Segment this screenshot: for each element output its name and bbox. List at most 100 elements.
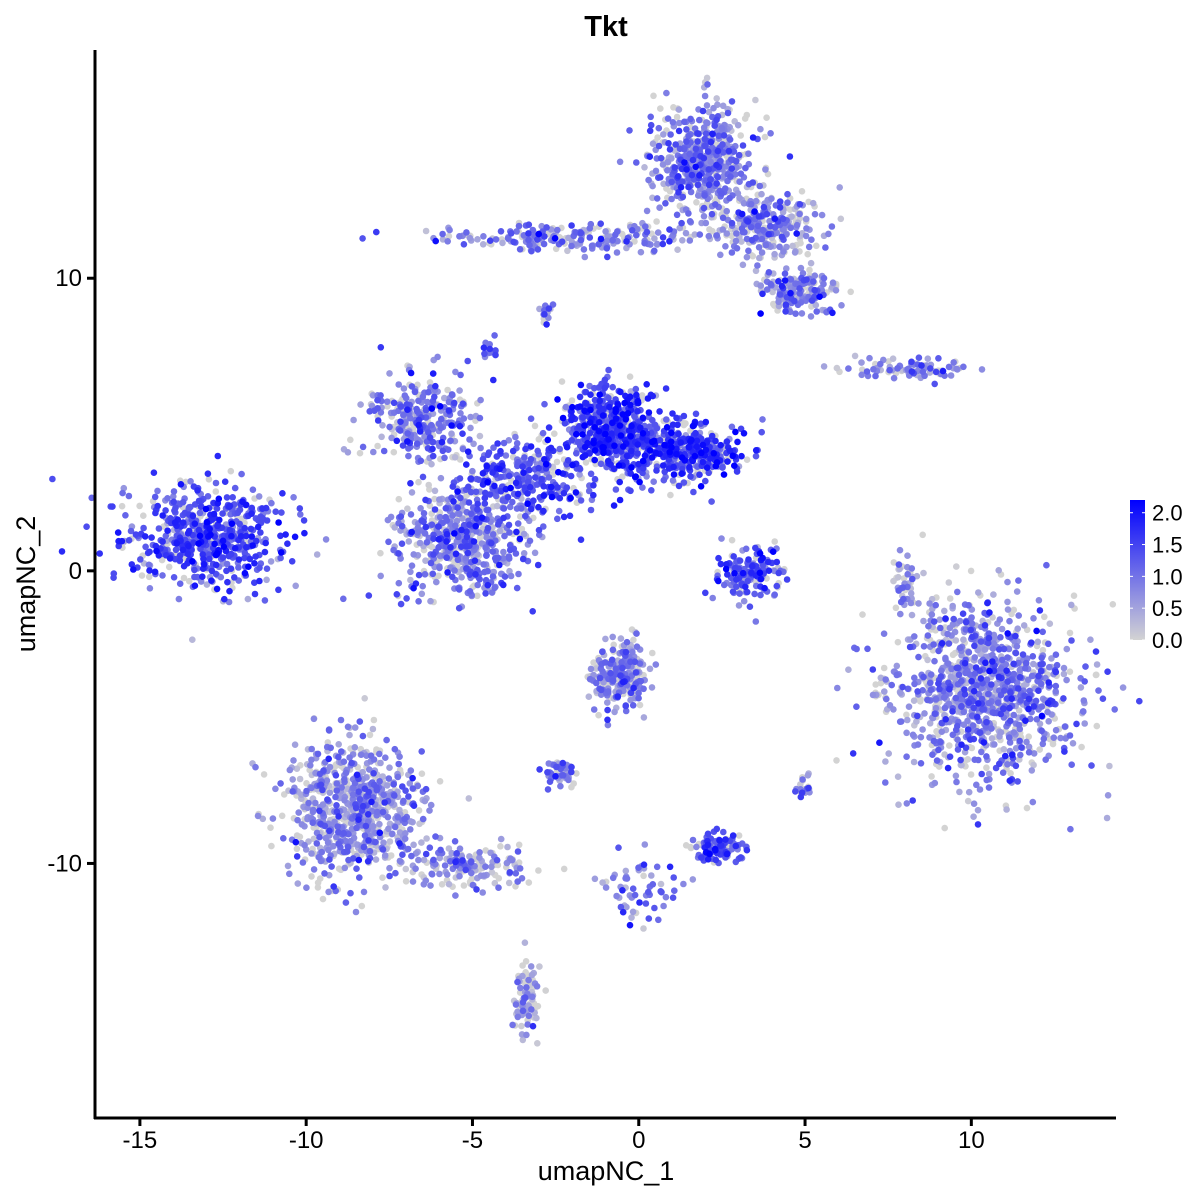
cell-point (518, 1022, 525, 1030)
cell-point (978, 366, 986, 373)
cell-point (880, 664, 888, 672)
cell-point (965, 788, 973, 796)
cell-point (649, 194, 656, 202)
cell-point (758, 235, 766, 243)
cell-point (648, 872, 655, 879)
cell-point (771, 250, 778, 258)
cell-point (952, 637, 960, 644)
cell-point (521, 454, 528, 461)
cell-point (138, 572, 146, 579)
cell-point (1039, 646, 1047, 654)
cell-point (436, 496, 443, 503)
cell-point (504, 843, 511, 851)
cell-point (689, 876, 697, 883)
cell-point (949, 602, 956, 610)
cell-point (212, 488, 220, 495)
cell-point (836, 184, 843, 191)
cell-point (669, 477, 677, 484)
cell-point (825, 230, 832, 238)
cell-point (758, 190, 765, 198)
cell-point (1020, 622, 1028, 629)
cell-point (745, 150, 752, 157)
cell-point (883, 695, 890, 703)
cell-point (379, 874, 386, 881)
cell-point (754, 222, 762, 230)
cell-point (1015, 577, 1022, 584)
cell-point (357, 401, 364, 408)
cell-point (515, 222, 523, 230)
cell-point (404, 430, 412, 437)
cell-point (895, 573, 902, 581)
cell-point (512, 1001, 520, 1008)
cell-point (140, 512, 147, 519)
cell-point (728, 536, 736, 544)
cell-point (637, 248, 645, 256)
cell-point (889, 355, 897, 363)
cell-point (541, 400, 548, 408)
cell-point (626, 127, 633, 134)
cell-point (434, 353, 441, 361)
cell-point (480, 872, 488, 879)
cell-point (408, 852, 415, 860)
cell-point (492, 236, 500, 243)
cell-point (535, 867, 542, 874)
cell-point (517, 513, 524, 520)
cell-point (437, 424, 445, 432)
cell-point (920, 643, 928, 650)
cell-point (1063, 645, 1071, 653)
cell-point (377, 549, 384, 557)
cell-point (991, 741, 998, 748)
cell-point (395, 495, 403, 503)
cell-point (307, 762, 314, 769)
cell-point (327, 744, 335, 752)
cell-point (564, 247, 571, 255)
cell-point (1036, 746, 1043, 753)
cell-point (663, 89, 670, 97)
cell-point (657, 880, 665, 888)
cell-point (655, 124, 663, 132)
cell-point (488, 869, 496, 876)
cell-point (460, 415, 468, 422)
cell-point (652, 167, 660, 175)
cell-point (687, 115, 694, 123)
cell-point (920, 569, 927, 577)
cell-point (438, 415, 445, 423)
cell-point (1038, 680, 1045, 688)
cell-point (623, 903, 630, 911)
cell-point (420, 856, 428, 864)
cell-point (971, 654, 979, 661)
cell-point (491, 584, 498, 592)
cell-point (452, 522, 459, 529)
cell-point (808, 236, 815, 243)
cell-point (314, 884, 322, 891)
cell-point (919, 531, 926, 539)
cell-point (350, 416, 357, 424)
cell-point (755, 244, 763, 251)
cell-point (439, 230, 446, 238)
cell-point (489, 531, 497, 538)
cell-point (496, 527, 504, 535)
cell-point (526, 537, 534, 545)
cell-point (791, 249, 799, 256)
cell-point (289, 776, 297, 783)
cell-point (560, 865, 568, 873)
cell-point (1060, 670, 1068, 678)
cell-point (238, 470, 245, 478)
cell-point (926, 600, 933, 607)
cell-point (342, 769, 350, 777)
cell-point (1050, 734, 1058, 741)
cell-point (351, 744, 359, 751)
cell-point (377, 759, 384, 767)
cell-point (757, 282, 764, 289)
cell-point (705, 108, 713, 116)
cell-point (319, 895, 327, 903)
cell-point (710, 104, 717, 112)
cell-point (420, 510, 428, 517)
cell-point (507, 855, 514, 862)
cell-point (927, 686, 935, 694)
cell-point (528, 971, 536, 979)
cell-point (293, 832, 301, 839)
cell-point (517, 984, 524, 992)
cell-point (649, 649, 656, 657)
cell-point (787, 276, 795, 283)
